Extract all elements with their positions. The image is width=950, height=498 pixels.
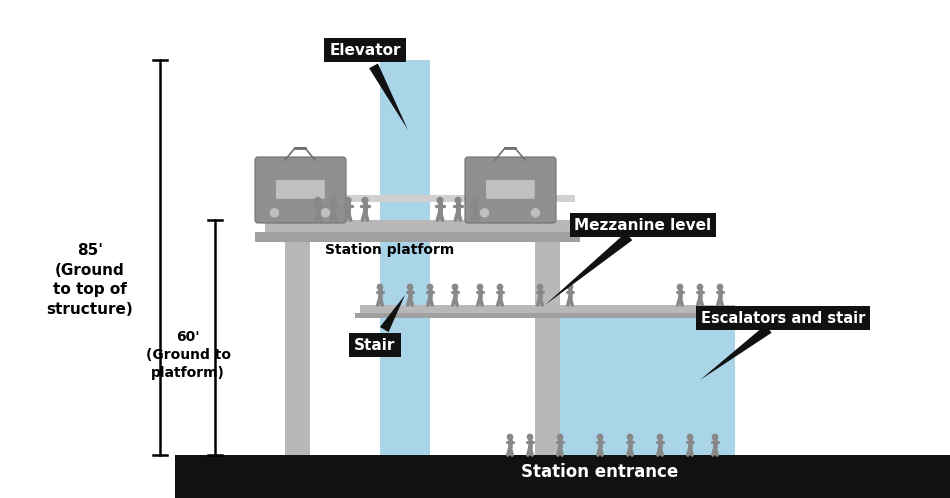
- Circle shape: [657, 434, 663, 440]
- Circle shape: [627, 434, 633, 440]
- FancyBboxPatch shape: [486, 180, 535, 199]
- Circle shape: [472, 197, 478, 203]
- Circle shape: [527, 434, 533, 440]
- Bar: [285, 242, 310, 455]
- Text: Escalators and stair: Escalators and stair: [701, 310, 865, 326]
- Text: Elevator: Elevator: [330, 42, 401, 57]
- Bar: [265, 195, 575, 202]
- Polygon shape: [380, 295, 405, 332]
- Circle shape: [697, 284, 703, 290]
- Circle shape: [345, 197, 351, 203]
- Circle shape: [452, 284, 458, 290]
- Text: Mezzanine level: Mezzanine level: [575, 218, 712, 233]
- Circle shape: [408, 284, 412, 290]
- Bar: [380, 60, 430, 455]
- Circle shape: [712, 434, 717, 440]
- Circle shape: [531, 209, 540, 217]
- Text: Stair: Stair: [354, 338, 396, 353]
- Circle shape: [437, 197, 443, 203]
- Polygon shape: [700, 325, 771, 380]
- Circle shape: [481, 209, 488, 217]
- Circle shape: [315, 197, 321, 203]
- Text: Station platform: Station platform: [325, 243, 455, 257]
- Bar: [545, 318, 735, 455]
- Circle shape: [377, 284, 383, 290]
- Circle shape: [598, 434, 602, 440]
- Circle shape: [271, 209, 278, 217]
- Circle shape: [455, 197, 461, 203]
- Bar: [535, 242, 560, 455]
- Circle shape: [477, 284, 483, 290]
- Text: 60'
(Ground to
platform): 60' (Ground to platform): [145, 330, 231, 380]
- Bar: [175, 455, 950, 498]
- Circle shape: [538, 284, 542, 290]
- Circle shape: [507, 434, 513, 440]
- Circle shape: [677, 284, 683, 290]
- Polygon shape: [545, 233, 632, 305]
- Circle shape: [362, 197, 368, 203]
- Polygon shape: [370, 63, 408, 130]
- Circle shape: [330, 197, 336, 203]
- FancyBboxPatch shape: [465, 157, 556, 223]
- Bar: [255, 232, 580, 242]
- Circle shape: [558, 434, 562, 440]
- Bar: [265, 220, 570, 242]
- Circle shape: [688, 434, 693, 440]
- Circle shape: [567, 284, 573, 290]
- Bar: [355, 313, 740, 318]
- Circle shape: [428, 284, 432, 290]
- Circle shape: [321, 209, 330, 217]
- Bar: [360, 305, 735, 318]
- FancyBboxPatch shape: [276, 180, 325, 199]
- Text: Station entrance: Station entrance: [522, 463, 678, 481]
- Circle shape: [717, 284, 723, 290]
- Text: 85'
(Ground
to top of
structure): 85' (Ground to top of structure): [47, 243, 133, 317]
- Circle shape: [498, 284, 503, 290]
- FancyBboxPatch shape: [255, 157, 346, 223]
